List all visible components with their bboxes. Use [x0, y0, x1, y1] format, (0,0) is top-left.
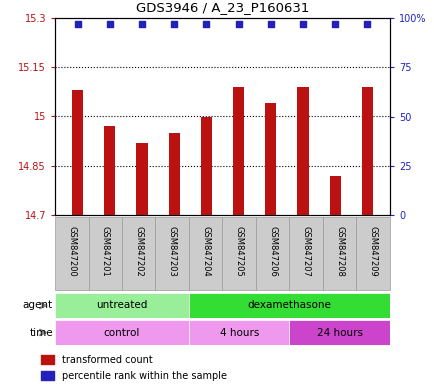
Bar [55, 320, 188, 345]
Bar [297, 87, 308, 215]
Point [74, 21, 81, 27]
Text: 4 hours: 4 hours [219, 328, 258, 338]
Bar [188, 320, 289, 345]
Bar [329, 175, 340, 215]
Bar [155, 217, 188, 290]
Bar [289, 217, 322, 290]
Bar [72, 90, 83, 215]
Text: GDS3946 / A_23_P160631: GDS3946 / A_23_P160631 [135, 1, 309, 14]
Bar [361, 87, 372, 215]
Bar [256, 217, 289, 290]
Text: GSM847203: GSM847203 [168, 226, 176, 276]
Point [331, 21, 338, 27]
Text: GSM847206: GSM847206 [268, 226, 276, 276]
Point [170, 21, 177, 27]
Text: GSM847200: GSM847200 [67, 226, 76, 276]
Text: time: time [29, 328, 53, 338]
Point [363, 21, 370, 27]
Point [106, 21, 113, 27]
Bar [122, 217, 155, 290]
Point [299, 21, 306, 27]
Point [202, 21, 209, 27]
Bar [222, 217, 256, 290]
Bar [289, 320, 389, 345]
Point [138, 21, 145, 27]
Text: 24 hours: 24 hours [316, 328, 362, 338]
Text: GSM847201: GSM847201 [101, 226, 109, 276]
Text: untreated: untreated [96, 301, 148, 311]
Bar [41, 371, 54, 380]
Text: GSM847208: GSM847208 [335, 226, 343, 276]
Text: dexamethasone: dexamethasone [247, 301, 331, 311]
Bar [265, 103, 276, 215]
Bar [201, 116, 211, 215]
Text: GSM847207: GSM847207 [301, 226, 310, 276]
Text: percentile rank within the sample: percentile rank within the sample [62, 371, 226, 381]
Point [235, 21, 242, 27]
Bar [322, 217, 356, 290]
Bar [233, 87, 243, 215]
Bar [55, 293, 188, 318]
Point [267, 21, 274, 27]
Bar [136, 143, 147, 215]
Text: transformed count: transformed count [62, 354, 152, 364]
Bar [188, 293, 389, 318]
Bar [168, 133, 179, 215]
Bar [41, 355, 54, 364]
Text: GSM847205: GSM847205 [234, 226, 243, 276]
Text: GSM847202: GSM847202 [134, 226, 143, 276]
Bar [55, 217, 88, 290]
Bar [88, 217, 122, 290]
Bar [356, 217, 389, 290]
Text: GSM847204: GSM847204 [201, 226, 210, 276]
Text: GSM847209: GSM847209 [368, 226, 377, 276]
Text: agent: agent [23, 301, 53, 311]
Bar [188, 217, 222, 290]
Text: control: control [104, 328, 140, 338]
Bar [104, 126, 115, 215]
